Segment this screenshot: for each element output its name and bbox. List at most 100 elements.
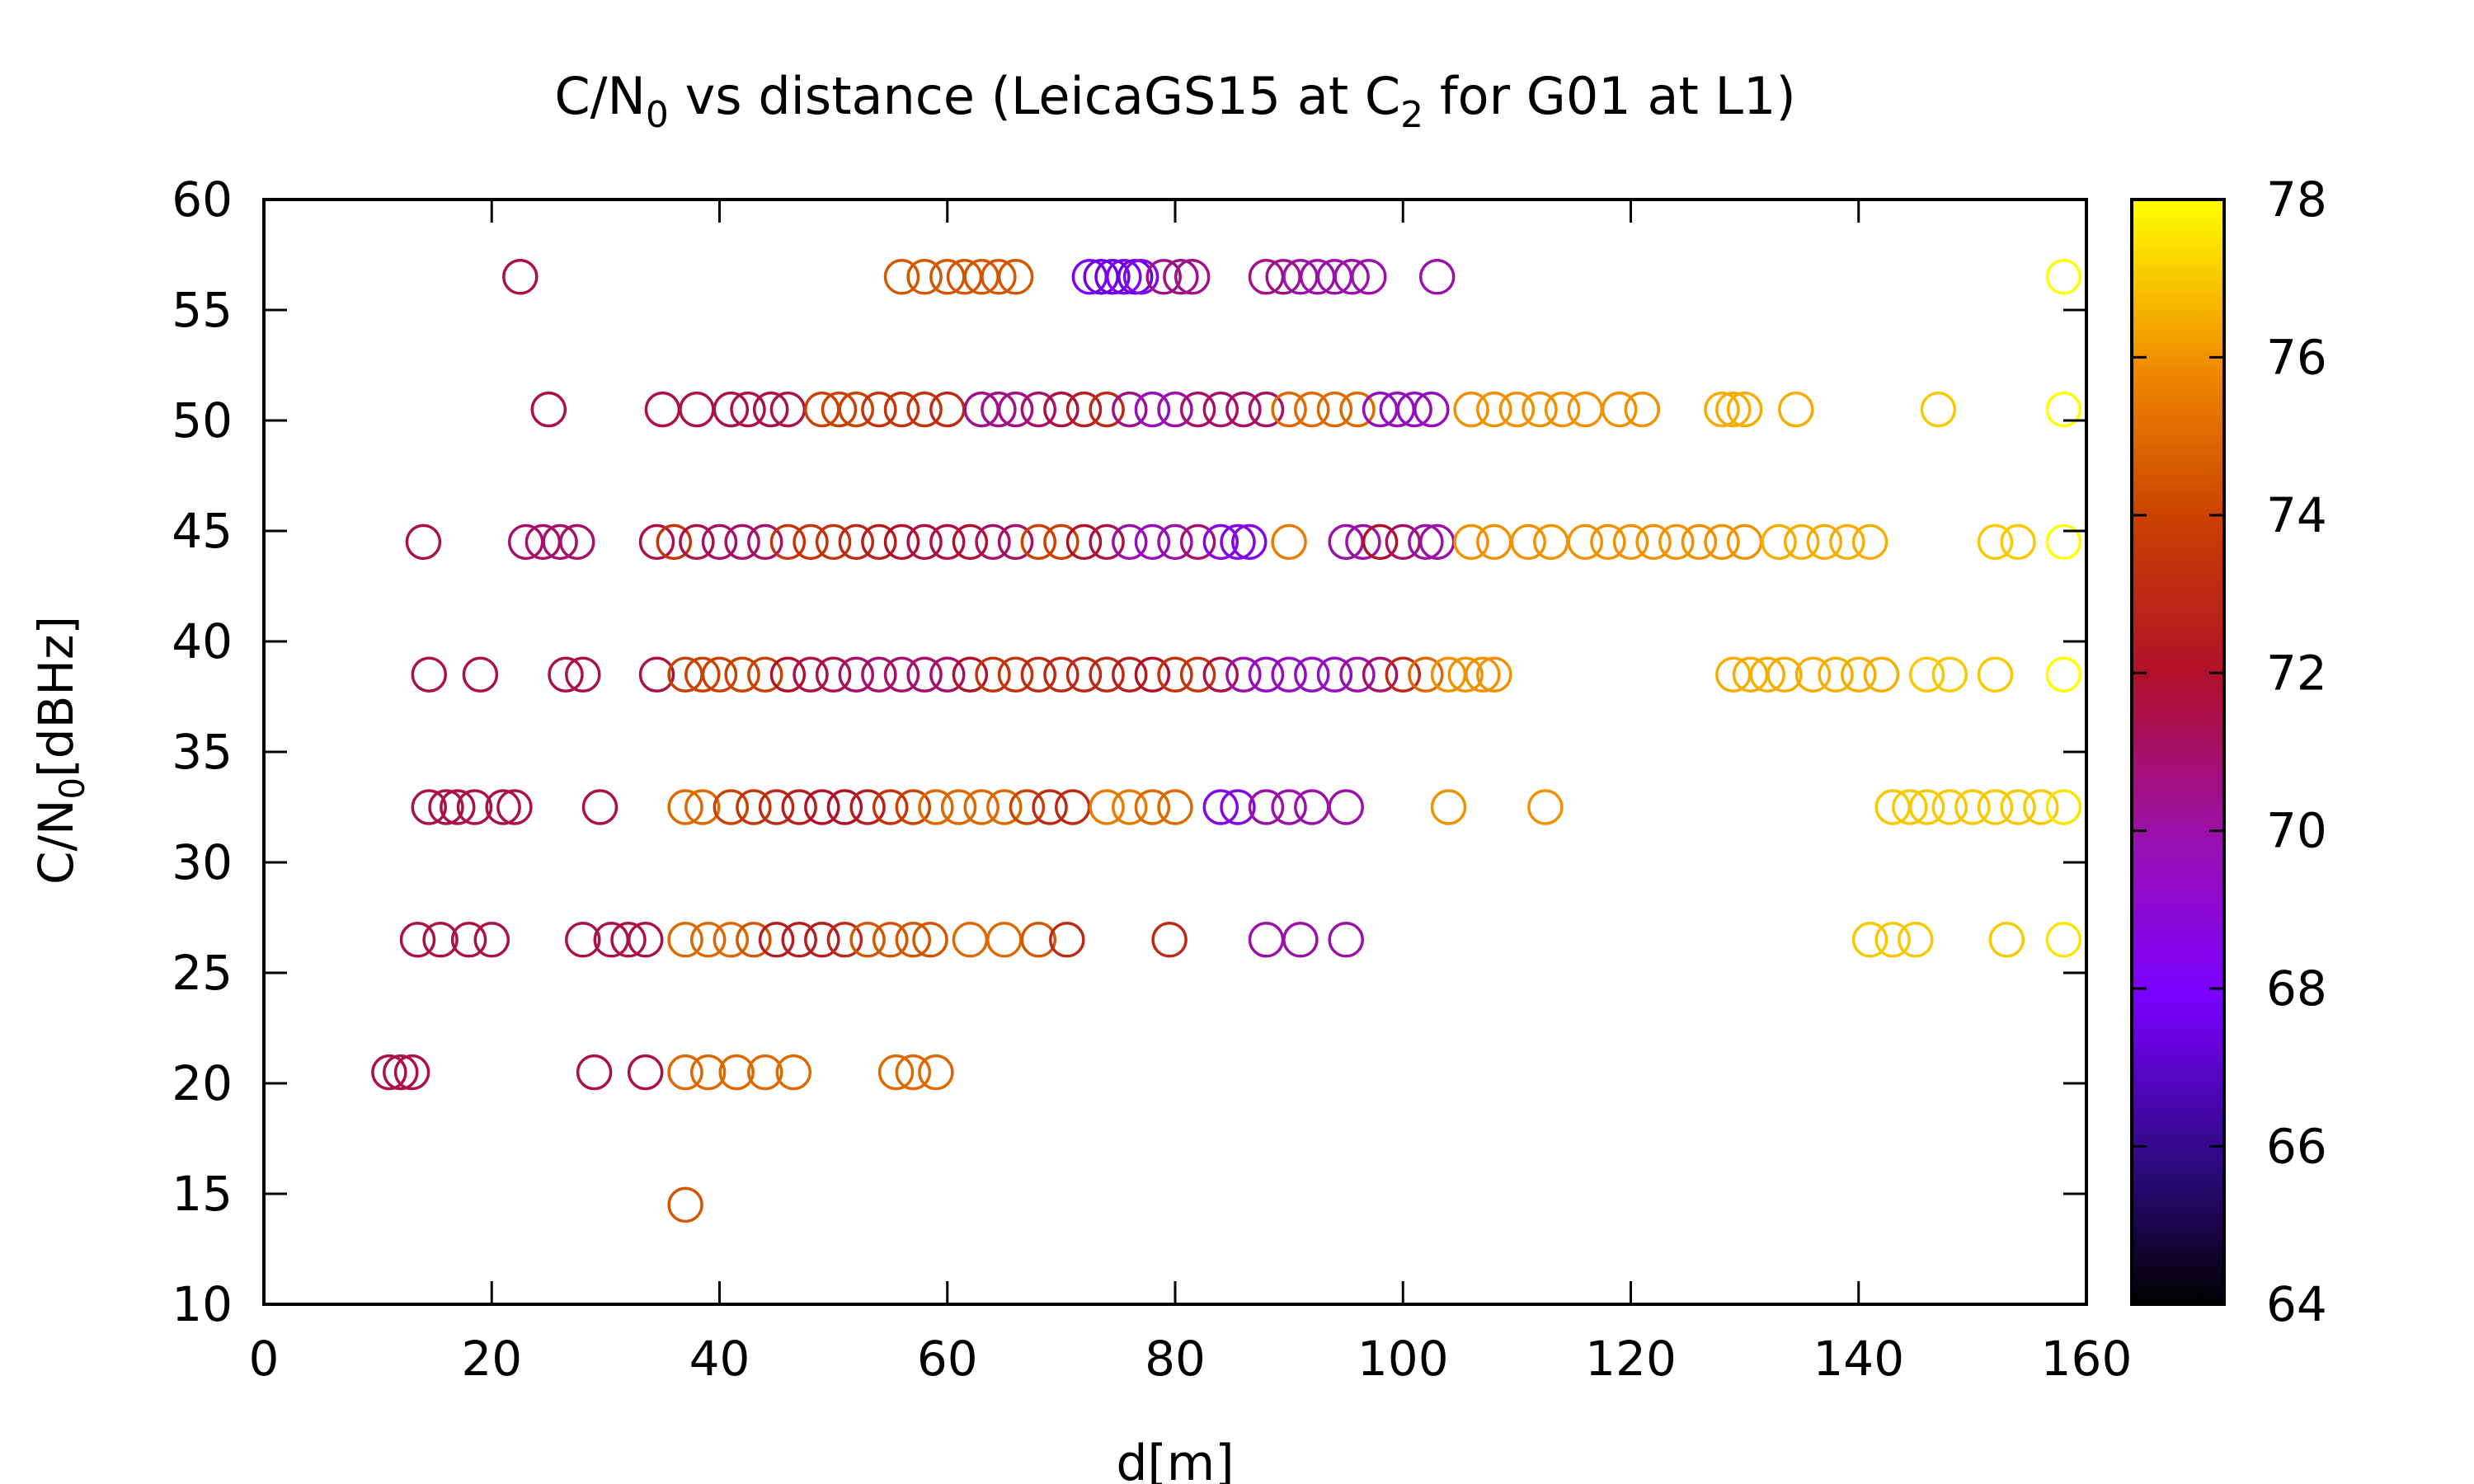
data-point [1271, 789, 1307, 825]
data-point [997, 524, 1034, 561]
data-point [1220, 789, 1256, 825]
data-point [906, 524, 943, 561]
data-point [929, 391, 966, 428]
data-point [1476, 656, 1512, 693]
data-point [1248, 656, 1285, 693]
data-point [1089, 656, 1125, 693]
data-point [1658, 524, 1695, 561]
data-point [1783, 524, 1820, 561]
data-point [815, 524, 852, 561]
data-point [1202, 789, 1239, 825]
data-point [1408, 656, 1444, 693]
data-point [638, 524, 675, 561]
data-point [1043, 391, 1079, 428]
data-point [752, 391, 789, 428]
data-point [2000, 789, 2036, 825]
data-point [895, 1054, 932, 1091]
data-point [1841, 656, 1877, 693]
y-tick-label: 10 [172, 1276, 233, 1332]
data-point [502, 259, 539, 295]
data-point [667, 922, 703, 958]
data-point [981, 259, 1017, 295]
colorbar [2130, 198, 2226, 1306]
data-point [1225, 391, 1262, 428]
data-point [826, 922, 863, 958]
x-axis-label: d[m] [1116, 1435, 1234, 1484]
data-point [1851, 922, 1888, 958]
data-point [1908, 656, 1945, 693]
data-point [393, 1054, 430, 1091]
data-point [1761, 524, 1797, 561]
data-point [1977, 524, 2014, 561]
data-point [1043, 656, 1079, 693]
data-point [576, 1054, 613, 1091]
data-point [1271, 656, 1307, 693]
data-point [1009, 789, 1046, 825]
data-point [667, 1186, 703, 1223]
data-point [1408, 524, 1444, 561]
data-point [485, 789, 521, 825]
data-point [1954, 789, 1991, 825]
data-point [1522, 391, 1558, 428]
data-point [713, 789, 750, 825]
data-point [450, 922, 487, 958]
data-point [1453, 524, 1489, 561]
y-tick-label: 35 [172, 724, 233, 780]
y-tick-label: 50 [172, 392, 233, 448]
data-point [1339, 391, 1376, 428]
plot-frame [262, 198, 2088, 1306]
x-tick-label: 100 [1357, 1331, 1449, 1387]
x-tick-label: 60 [917, 1331, 978, 1387]
data-point [1316, 391, 1353, 428]
data-point [473, 922, 510, 958]
chart-title: C/N0 vs distance (LeicaGS15 at C2 for G0… [554, 66, 1795, 136]
data-point [2045, 259, 2082, 295]
data-point [821, 391, 858, 428]
data-point [895, 789, 932, 825]
colorbar-tick-label: 74 [2266, 487, 2327, 543]
data-point [1977, 789, 2014, 825]
data-point [1157, 789, 1193, 825]
data-point [1908, 789, 1945, 825]
data-point [1413, 391, 1450, 428]
colorbar-tick-label: 72 [2266, 645, 2327, 701]
data-point [411, 789, 448, 825]
data-point [1612, 524, 1649, 561]
data-point [689, 922, 727, 958]
data-point [684, 656, 721, 693]
data-point [1498, 391, 1536, 428]
data-point [1920, 391, 1957, 428]
data-point [1112, 789, 1148, 825]
data-point [1726, 524, 1763, 561]
data-point [736, 789, 772, 825]
colorbar-tick-label: 76 [2266, 329, 2327, 385]
data-point [997, 391, 1034, 428]
data-point [1065, 656, 1103, 693]
data-point [1533, 524, 1569, 561]
data-point [1447, 656, 1484, 693]
data-point [1231, 524, 1268, 561]
data-point [1271, 391, 1307, 428]
data-point [940, 789, 977, 825]
y-tick-label: 15 [172, 1166, 233, 1222]
data-point [793, 656, 829, 693]
data-point [906, 656, 943, 693]
data-point [963, 789, 999, 825]
data-point [1122, 259, 1159, 295]
data-point [724, 656, 760, 693]
x-tick-label: 0 [249, 1331, 280, 1387]
data-point [1294, 391, 1330, 428]
data-point [1316, 656, 1353, 693]
data-point [718, 1054, 755, 1091]
data-point [1282, 922, 1319, 958]
data-point [1527, 789, 1564, 825]
data-point [1749, 656, 1786, 693]
y-tick-label: 55 [172, 282, 233, 338]
x-tick-label: 140 [1813, 1331, 1904, 1387]
data-point [656, 524, 693, 561]
data-point [1020, 524, 1057, 561]
data-point [895, 922, 932, 958]
data-point [1065, 391, 1103, 428]
data-point [1863, 656, 1900, 693]
data-point [713, 922, 750, 958]
